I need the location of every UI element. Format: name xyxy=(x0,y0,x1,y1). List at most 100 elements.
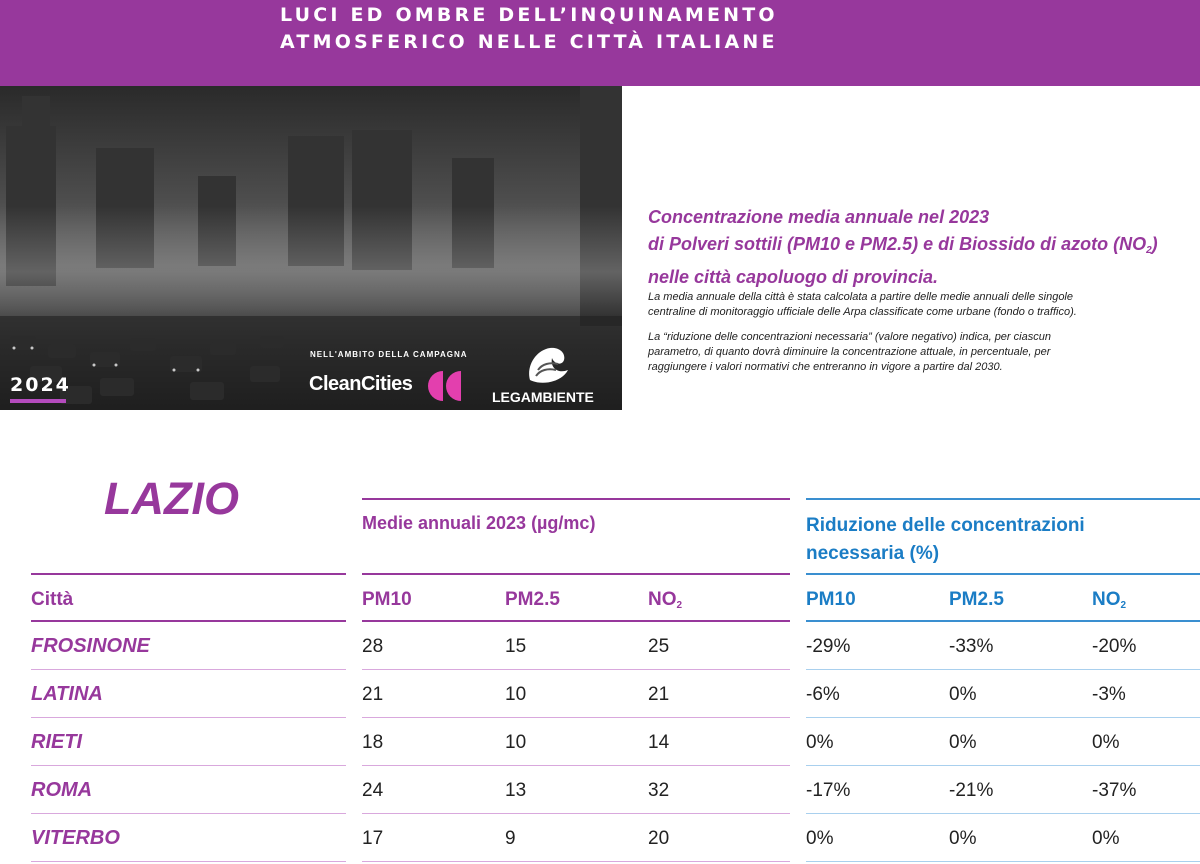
row-divider xyxy=(31,813,346,814)
cleancities-logo-icon xyxy=(428,371,461,401)
table-cell-pm25: 9 xyxy=(505,828,516,849)
legambiente-swan-icon xyxy=(529,347,568,383)
column-header-reduction-pm25: PM2.5 xyxy=(949,589,1004,610)
table-cell-reduction-no2: -3% xyxy=(1092,684,1126,705)
no2-label: NO xyxy=(648,589,677,610)
year-underline xyxy=(10,399,66,403)
table-cell-reduction-pm10: -6% xyxy=(806,684,840,705)
column-header-reduction-no2: NO2 xyxy=(1092,589,1126,611)
legambiente-logo-text: LEGAMBIENTE xyxy=(492,389,594,405)
row-divider xyxy=(31,717,346,718)
annual-means-group-header: Medie annuali 2023 (µg/mc) xyxy=(362,513,596,533)
table-cell-pm10: 21 xyxy=(362,684,384,705)
table-cell-no2: 14 xyxy=(648,732,670,753)
campaign-label: NELL'AMBITO DELLA CAMPAGNA xyxy=(310,350,468,359)
table-cell-no2: 20 xyxy=(648,828,670,849)
table-row-city: FROSINONE xyxy=(31,635,150,657)
row-divider xyxy=(806,717,1200,718)
table-row-city: RIETI xyxy=(31,731,83,753)
header-banner: LUCI ED OMBRE DELL’INQUINAMENTO ATMOSFER… xyxy=(0,0,1200,86)
table-cell-no2: 21 xyxy=(648,684,670,705)
reduction-group-line1: Riduzione delle concentrazioni xyxy=(806,515,1085,536)
table-cell-pm10: 17 xyxy=(362,828,384,849)
table-cell-reduction-pm10: 0% xyxy=(806,732,834,753)
no2-subscript: 2 xyxy=(676,600,683,611)
group-top-rule-blue xyxy=(806,498,1200,500)
region-title: LAZIO xyxy=(104,473,239,524)
column-header-pm10: PM10 xyxy=(362,589,412,610)
row-divider xyxy=(806,669,1200,670)
table-cell-reduction-no2: -20% xyxy=(1092,636,1137,657)
row-divider xyxy=(362,765,790,766)
city-smog-photo xyxy=(0,86,622,410)
header-top-rule-reduction xyxy=(806,573,1200,575)
headline-line3: nelle città capoluogo di provincia. xyxy=(648,267,939,287)
table-cell-reduction-no2: 0% xyxy=(1092,828,1120,849)
table-cell-reduction-pm25: -21% xyxy=(949,780,994,801)
table-cell-reduction-pm25: -33% xyxy=(949,636,994,657)
table-cell-reduction-no2: 0% xyxy=(1092,732,1120,753)
row-divider xyxy=(806,813,1200,814)
reduction-line3: raggiungere i valori normativi che entre… xyxy=(648,361,1003,373)
header-bottom-rule-reduction xyxy=(806,620,1200,622)
table-row-city: ROMA xyxy=(31,779,93,801)
table-cell-pm10: 18 xyxy=(362,732,384,753)
headline-line1: Concentrazione media annuale nel 2023 xyxy=(648,207,990,227)
row-divider xyxy=(362,669,790,670)
table-cell-pm10: 24 xyxy=(362,780,384,801)
column-header-pm25: PM2.5 xyxy=(505,589,560,610)
reduction-group-header: Riduzione delle concentrazioni necessari… xyxy=(806,512,1196,568)
methodology-line1: La media annuale della città è stata cal… xyxy=(648,291,1073,303)
row-divider xyxy=(31,669,346,670)
row-divider xyxy=(362,861,790,862)
row-divider xyxy=(362,717,790,718)
row-divider xyxy=(806,861,1200,862)
smog-skyline-illustration xyxy=(0,86,622,410)
table-row-city: LATINA xyxy=(31,683,103,705)
table-cell-reduction-pm10: -17% xyxy=(806,780,851,801)
table-cell-reduction-pm25: 0% xyxy=(949,732,977,753)
row-divider xyxy=(31,765,346,766)
methodology-line2: centraline di monitoraggio ufficiale del… xyxy=(648,306,1077,318)
header-top-rule-means xyxy=(362,573,790,575)
table-cell-no2: 25 xyxy=(648,636,670,657)
table-cell-reduction-pm25: 0% xyxy=(949,684,977,705)
group-top-rule-purple xyxy=(362,498,790,500)
header-top-rule-city xyxy=(31,573,346,575)
table-cell-pm25: 13 xyxy=(505,780,527,801)
reduction-line1: La “riduzione delle concentrazioni neces… xyxy=(648,331,1051,343)
table-cell-reduction-no2: -37% xyxy=(1092,780,1137,801)
table-cell-reduction-pm10: -29% xyxy=(806,636,851,657)
row-divider xyxy=(362,813,790,814)
column-header-city: Città xyxy=(31,589,74,610)
table-cell-reduction-pm10: 0% xyxy=(806,828,834,849)
methodology-note: La media annuale della città è stata cal… xyxy=(648,290,1193,320)
page-title-line2: ATMOSFERICO NELLE CITTÀ ITALIANE xyxy=(280,31,778,53)
headline-line2: di Polveri sottili (PM10 e PM2.5) e di B… xyxy=(648,231,1193,264)
edition-year: 2024 xyxy=(10,374,71,396)
table-cell-pm10: 28 xyxy=(362,636,384,657)
table-cell-pm25: 10 xyxy=(505,684,527,705)
table-cell-pm25: 15 xyxy=(505,636,527,657)
reduction-group-line2: necessaria (%) xyxy=(806,543,940,564)
header-bottom-rule-means xyxy=(362,620,790,622)
row-divider xyxy=(31,861,346,862)
headline-close-paren: ) xyxy=(1151,234,1158,254)
table-cell-reduction-pm25: 0% xyxy=(949,828,977,849)
table-row-city: VITERBO xyxy=(31,827,120,849)
table-cell-pm25: 10 xyxy=(505,732,527,753)
column-header-reduction-pm10: PM10 xyxy=(806,589,856,610)
reduction-note: La “riduzione delle concentrazioni neces… xyxy=(648,330,1193,375)
column-header-no2: NO2 xyxy=(648,589,682,611)
table-cell-no2: 32 xyxy=(648,780,670,801)
reduction-line2: parametro, di quanto dovrà diminuire la … xyxy=(648,346,1051,358)
headline-no2-subscript: 2 xyxy=(1146,245,1152,256)
page-title-line1: LUCI ED OMBRE DELL’INQUINAMENTO xyxy=(280,4,778,26)
row-divider xyxy=(806,765,1200,766)
headline-line2-text: di Polveri sottili (PM10 e PM2.5) e di B… xyxy=(648,234,1147,254)
reduction-no2-subscript: 2 xyxy=(1120,600,1127,611)
chart-headline: Concentrazione media annuale nel 2023 di… xyxy=(648,204,1193,291)
header-bottom-rule-city xyxy=(31,620,346,622)
reduction-no2-label: NO xyxy=(1092,589,1121,610)
cleancities-logo-text: CleanCities xyxy=(309,373,413,395)
